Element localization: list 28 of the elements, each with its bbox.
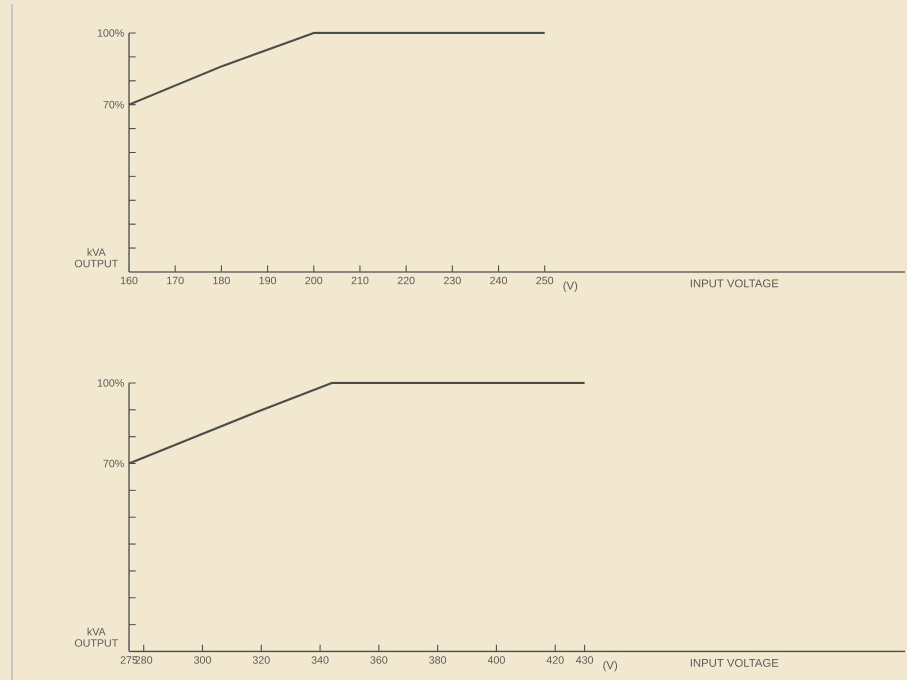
x-tick-label: 400 (488, 656, 505, 664)
text: (V) (603, 660, 618, 672)
x-tick-label: 360 (370, 656, 388, 664)
y-tick-label: 70% (103, 460, 124, 468)
x-axis-title: INPUT VOLTAGE (690, 658, 778, 667)
x-tick-label: 160 (120, 276, 138, 284)
x-axis-title: INPUT VOLTAGE (690, 279, 778, 288)
x-tick-label: 230 (444, 276, 461, 284)
x-tick-label: 170 (167, 276, 184, 284)
x-tick-label: 220 (398, 276, 415, 284)
x-tick-label: 430 (576, 656, 594, 664)
x-tick-label: 380 (429, 656, 446, 664)
x-tick-label: 420 (546, 656, 564, 664)
x-tick-label: 190 (259, 276, 276, 284)
x-tick-label: 200 (305, 276, 322, 284)
x-tick-label: 300 (194, 656, 211, 664)
x-tick-label: 240 (490, 276, 508, 284)
y-tick-label: 100% (98, 29, 124, 37)
x-tick-label: 320 (252, 656, 270, 664)
y-axis-title: kVA OUTPUT (74, 248, 118, 268)
x-tick-label: 250 (536, 276, 554, 284)
y-tick-label: 100% (98, 379, 124, 387)
y-axis-title: kVA OUTPUT (74, 628, 118, 647)
y-tick-label: 70% (103, 100, 124, 108)
x-tick-label: 210 (352, 276, 368, 284)
x-tick-label: 340 (312, 656, 329, 664)
text: (V) (563, 281, 578, 292)
x-tick-label: 180 (213, 276, 230, 284)
